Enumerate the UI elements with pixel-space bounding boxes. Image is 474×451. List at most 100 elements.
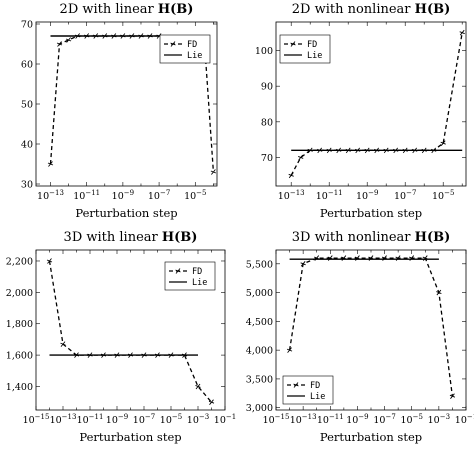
x-tick-base: 10	[106, 415, 118, 426]
x-tick-base: 10	[373, 415, 385, 426]
x-axis-label: Perturbation step	[320, 430, 422, 444]
legend-fd-label: FD	[310, 381, 320, 391]
legend-box	[282, 375, 334, 405]
x-tick-base: 10	[278, 191, 290, 202]
x-tick-label: 10−7	[133, 413, 155, 426]
x-tick-label: 10−1	[455, 413, 474, 426]
x-tick-base: 10	[455, 415, 467, 426]
y-tick-label: 90	[261, 82, 273, 93]
x-tick-label: 10−11	[317, 413, 344, 426]
chart-title: 2D with nonlinear H(B)	[292, 2, 450, 17]
chart-title-math: H(B)	[415, 2, 451, 17]
legend-lie-label: Lie	[307, 51, 322, 61]
x-tick-label: 10−11	[73, 189, 100, 202]
x-tick-exponent: −5	[172, 413, 182, 421]
series-fd-point	[65, 37, 72, 43]
x-tick-base: 10	[263, 415, 275, 426]
x-tick-base: 10	[432, 191, 444, 202]
y-tick-label: 4,500	[246, 317, 273, 328]
chart-title: 3D with linear H(B)	[64, 230, 198, 245]
x-tick-exponent: −5	[413, 413, 423, 421]
series-fd-point	[449, 393, 456, 399]
x-tick-base: 10	[112, 191, 124, 202]
x-axis-label: Perturbation step	[320, 206, 422, 220]
y-tick-label: 40	[21, 140, 33, 151]
series-fd-point	[300, 261, 306, 267]
x-tick-exponent: −7	[406, 189, 416, 197]
x-tick-label: 10−13	[278, 189, 305, 202]
x-tick-exponent: −11	[329, 413, 344, 421]
y-tick-label: 30	[21, 180, 33, 191]
series-fd-point	[210, 169, 217, 175]
y-tick-label: 1,400	[6, 382, 33, 393]
y-tick-label: 60	[21, 60, 33, 71]
legend-fd-marker	[175, 268, 181, 274]
x-tick-label: 10−5	[432, 189, 454, 202]
x-tick-label: 10−9	[112, 189, 134, 202]
legend-lie-label: Lie	[187, 51, 202, 61]
x-tick-exponent: −9	[124, 189, 134, 197]
y-tick-label: 4,000	[246, 346, 273, 357]
x-tick-base: 10	[73, 191, 85, 202]
x-tick-base: 10	[187, 415, 199, 426]
y-tick-label: 5,500	[246, 259, 273, 270]
x-tick-exponent: −11	[328, 189, 343, 197]
chart-title: 3D with nonlinear H(B)	[292, 230, 450, 245]
plot-frame	[275, 21, 467, 187]
legend-fd-label: FD	[192, 267, 202, 277]
x-tick-label: 10−7	[148, 189, 170, 202]
series-fd-line	[288, 257, 454, 397]
x-tick-base: 10	[356, 191, 368, 202]
x-tick-base: 10	[50, 415, 62, 426]
x-tick-exponent: −9	[368, 189, 378, 197]
x-tick-exponent: −15	[35, 413, 50, 421]
series-fd-point	[195, 383, 201, 390]
x-tick-base: 10	[184, 191, 196, 202]
x-tick-exponent: −5	[196, 189, 206, 197]
y-tick-label: 3,500	[246, 374, 273, 385]
chart-title-text: 2D with nonlinear	[292, 2, 415, 17]
x-tick-exponent: −1	[467, 413, 474, 421]
legend-fd-marker	[293, 382, 299, 388]
x-tick-exponent: −7	[145, 413, 155, 421]
x-tick-base: 10	[214, 415, 226, 426]
chart-title-math: H(B)	[162, 230, 198, 245]
x-tick-exponent: −9	[118, 413, 128, 421]
x-tick-base: 10	[133, 415, 145, 426]
x-tick-label: 10−9	[106, 413, 128, 426]
y-tick-label: 70	[21, 20, 33, 31]
series-fd-point	[288, 172, 294, 179]
x-tick-exponent: −7	[160, 189, 170, 197]
x-tick-label: 10−15	[263, 413, 290, 426]
x-tick-exponent: −7	[385, 413, 395, 421]
x-tick-label: 10−9	[356, 189, 378, 202]
x-tick-label: 10−13	[50, 413, 77, 426]
x-tick-exponent: −3	[440, 413, 450, 421]
y-tick-label: 70	[261, 153, 273, 164]
x-tick-base: 10	[428, 415, 440, 426]
chart-2: 2D with nonlinear H(B)10−13 10−11 10−9 10−7…	[255, 2, 467, 220]
x-tick-base: 10	[77, 415, 89, 426]
x-tick-label: 10−7	[373, 413, 395, 426]
x-tick-exponent: −13	[302, 413, 317, 421]
series-fd-point	[440, 140, 446, 146]
legend-lie-label: Lie	[310, 392, 325, 402]
x-tick-label: 10−9	[346, 413, 368, 426]
x-tick-base: 10	[401, 415, 413, 426]
x-tick-label: 10−5	[401, 413, 423, 426]
y-tick-label: 1,600	[6, 351, 33, 362]
x-tick-label: 10−15	[23, 413, 50, 426]
legend-box	[159, 34, 211, 64]
legend-fd-marker	[170, 41, 176, 47]
chart-title-text: 3D with linear	[64, 230, 162, 245]
x-tick-label: 10−13	[37, 189, 64, 202]
series-fd-point	[56, 41, 63, 47]
x-tick-exponent: −9	[358, 413, 368, 421]
chart-title: 2D with linear H(B)	[60, 2, 194, 17]
chart-title-text: 3D with nonlinear	[292, 230, 415, 245]
x-tick-exponent: −15	[275, 413, 290, 421]
x-axis-label: Perturbation step	[75, 206, 177, 220]
x-tick-base: 10	[23, 415, 35, 426]
legend-box	[164, 261, 216, 291]
